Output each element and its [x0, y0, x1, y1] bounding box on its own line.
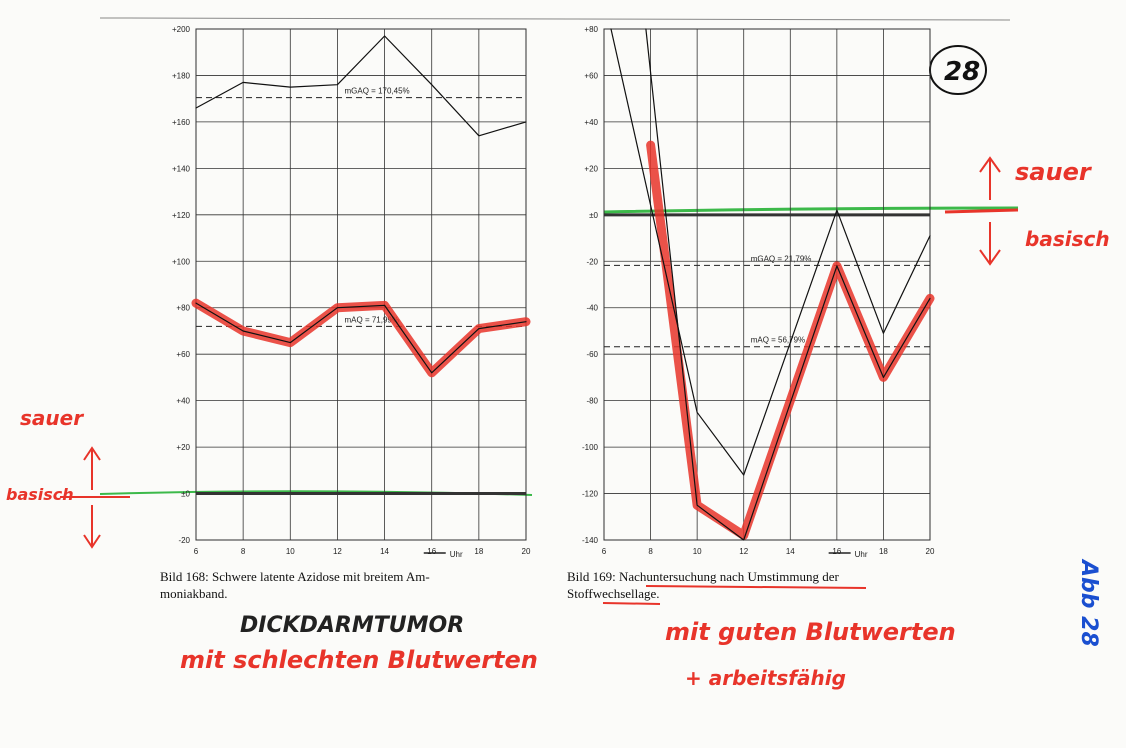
y-tick-label: +120	[172, 211, 191, 220]
handwriting: mit schlechten Blutwerten	[180, 646, 538, 674]
x-tick-label: 16	[832, 547, 841, 556]
hand-line	[944, 208, 1019, 214]
handwriting: basisch	[1025, 227, 1110, 251]
y-tick-label: +20	[584, 164, 598, 173]
page-edge	[99, 17, 1011, 21]
x-tick-label: 16	[427, 547, 436, 556]
handwriting: 28	[944, 57, 980, 87]
x-tick-label: 8	[648, 547, 653, 556]
y-tick-label: -80	[586, 397, 598, 406]
x-tick-label: 8	[241, 547, 246, 556]
y-tick-label: +160	[172, 118, 191, 127]
caption: Bild 169: Nachuntersuchung nach Umstimmu…	[567, 569, 840, 584]
caption: Bild 168: Schwere latente Azidose mit br…	[160, 569, 430, 584]
y-tick-label: +100	[172, 257, 191, 266]
y-tick-label: +40	[176, 397, 190, 406]
series-line	[610, 28, 931, 476]
x-axis-label: Uhr	[450, 550, 463, 559]
hand-arrow	[83, 446, 101, 549]
y-tick-label: -20	[586, 257, 598, 266]
plot-area	[195, 28, 527, 541]
handwriting: mit guten Blutwerten	[665, 618, 956, 646]
ref-label: mGAQ = 170,45%	[345, 87, 410, 96]
x-tick-label: 14	[786, 547, 795, 556]
ref-label: mGAQ = 21,79%	[751, 254, 812, 263]
x-tick-label: 14	[380, 547, 389, 556]
y-tick-label: +60	[584, 71, 598, 80]
x-tick-label: 12	[739, 547, 748, 556]
hand-arrow	[979, 156, 1001, 266]
underline	[602, 602, 661, 605]
y-tick-label: -40	[586, 304, 598, 313]
handwriting: sauer	[1015, 158, 1093, 186]
highlight-line	[191, 298, 531, 378]
y-tick-label: +60	[176, 350, 190, 359]
y-tick-label: -120	[582, 490, 599, 499]
y-tick-label: ±0	[589, 211, 598, 220]
y-tick-label: +20	[176, 443, 190, 452]
ref-label: mAQ = 56,79%	[751, 336, 805, 345]
y-tick-label: +80	[584, 25, 598, 34]
y-tick-label: -20	[178, 536, 190, 545]
x-tick-label: 10	[286, 547, 295, 556]
x-tick-label: 10	[693, 547, 702, 556]
x-axis-label: Uhr	[855, 550, 868, 559]
y-tick-label: +200	[172, 25, 191, 34]
y-tick-label: +140	[172, 164, 191, 173]
y-tick-label: -60	[586, 350, 598, 359]
ref-label: mAQ = 71,99%	[345, 315, 399, 324]
caption: Stoffwechsellage.	[567, 586, 660, 601]
x-tick-label: 18	[474, 547, 483, 556]
x-tick-label: 20	[522, 547, 531, 556]
handwriting: sauer	[20, 406, 84, 430]
y-tick-label: +40	[584, 118, 598, 127]
y-tick-label: -100	[582, 443, 599, 452]
series-line	[195, 35, 527, 137]
handwriting: DICKDARMTUMOR	[240, 613, 464, 638]
x-tick-label: 18	[879, 547, 888, 556]
y-tick-label: +80	[176, 304, 190, 313]
x-tick-label: 20	[926, 547, 935, 556]
x-tick-label: 6	[602, 547, 607, 556]
handwriting: Abb 28	[1076, 558, 1101, 647]
series-line	[645, 28, 931, 541]
y-tick-label: ±0	[181, 490, 190, 499]
series-line	[195, 302, 527, 374]
x-tick-label: 6	[194, 547, 199, 556]
handwriting: + arbeitsfähig	[685, 666, 846, 690]
y-tick-label: +180	[172, 71, 191, 80]
underline	[645, 585, 867, 589]
handwriting: basisch	[6, 485, 74, 504]
y-tick-label: -140	[582, 536, 599, 545]
x-tick-label: 12	[333, 547, 342, 556]
caption: moniakband.	[160, 586, 228, 601]
